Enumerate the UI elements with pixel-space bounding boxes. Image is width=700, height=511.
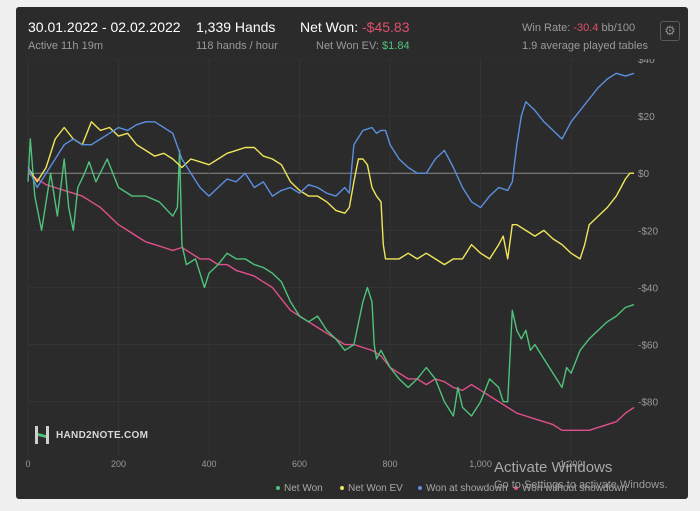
win-rate-value: -30.4 bbox=[573, 22, 599, 34]
series-line-won-without-showdown bbox=[27, 172, 635, 431]
y-tick-label: $20 bbox=[638, 112, 655, 123]
series-line-net-won bbox=[27, 138, 635, 417]
y-tick-label: -$60 bbox=[638, 341, 658, 352]
y-tick-label: -$80 bbox=[638, 398, 658, 409]
net-won-summary: Net Won: -$45.83 bbox=[300, 19, 409, 35]
chart-series bbox=[27, 72, 635, 431]
report-panel: 30.01.2022 - 02.02.2022 Active 11h 19m 1… bbox=[16, 7, 688, 499]
legend-net-won-ev[interactable]: Net Won EV bbox=[340, 483, 403, 494]
net-won-label: Net Won: bbox=[300, 19, 359, 35]
y-tick-label: -$40 bbox=[638, 283, 658, 294]
legend-label: Net Won bbox=[284, 483, 323, 494]
y-tick-label: -$20 bbox=[638, 226, 658, 237]
date-range: 30.01.2022 - 02.02.2022 bbox=[28, 19, 181, 35]
legend-dot-icon bbox=[340, 486, 344, 491]
legend-dot-icon bbox=[418, 486, 422, 491]
legend-dot-icon bbox=[514, 486, 518, 491]
legend-won-at-showdown[interactable]: Won at showdown bbox=[418, 483, 508, 494]
win-rate: Win Rate: -30.4 bb/100 bbox=[522, 22, 635, 34]
activate-windows-subtitle: Go to Settings to activate Windows. bbox=[494, 479, 668, 491]
win-rate-label: Win Rate: bbox=[522, 22, 571, 34]
hands-per-hour: 118 hands / hour bbox=[196, 40, 278, 52]
x-axis-labels: 0 200 400 600 800 1,000 1,200 bbox=[25, 459, 582, 469]
x-tick-label: 0 bbox=[25, 459, 30, 469]
bankroll-chart: $40 $20 $0 -$20 -$40 -$60 -$80 0 200 400 600 800 1,… bbox=[25, 59, 658, 469]
legend-net-won[interactable]: Net Won bbox=[276, 483, 323, 494]
activate-windows-title: Activate Windows bbox=[494, 459, 613, 476]
x-tick-label: 1,000 bbox=[469, 459, 492, 469]
hand2note-logo: HAND2NOTE.COM bbox=[34, 424, 148, 446]
average-tables: 1.9 average played tables bbox=[522, 40, 648, 52]
net-won-ev-summary: Net Won EV: $1.84 bbox=[316, 40, 410, 52]
hand2note-logo-icon bbox=[35, 426, 49, 444]
x-tick-label: 800 bbox=[383, 459, 398, 469]
legend-won-without-showdown[interactable]: Won without showdown bbox=[514, 483, 627, 494]
net-won-ev-label: Net Won EV: bbox=[316, 40, 379, 52]
net-won-ev-value: $1.84 bbox=[382, 40, 410, 52]
win-rate-unit: bb/100 bbox=[601, 22, 636, 34]
legend-label: Won without showdown bbox=[522, 483, 627, 494]
chart-grid bbox=[27, 59, 634, 456]
legend-label: Net Won EV bbox=[348, 483, 403, 494]
x-tick-label: 600 bbox=[292, 459, 307, 469]
legend-label: Won at showdown bbox=[426, 483, 508, 494]
gear-icon[interactable]: ⚙ bbox=[660, 21, 680, 41]
legend-dot-icon bbox=[276, 486, 280, 491]
x-tick-label: 1,200 bbox=[560, 459, 583, 469]
logo-text: HAND2NOTE.COM bbox=[56, 429, 149, 441]
active-time: Active 11h 19m bbox=[28, 40, 104, 52]
y-tick-label: $0 bbox=[638, 169, 650, 180]
series-line-net-won-ev bbox=[27, 121, 634, 266]
y-tick-label: $40 bbox=[638, 59, 655, 66]
x-tick-label: 200 bbox=[111, 459, 126, 469]
hands-count: 1,339 Hands bbox=[196, 19, 276, 35]
series-line-won-at-showdown bbox=[27, 72, 635, 209]
x-tick-label: 400 bbox=[202, 459, 217, 469]
net-won-value: -$45.83 bbox=[362, 19, 410, 35]
y-axis-labels: $40 $20 $0 -$20 -$40 -$60 -$80 bbox=[638, 59, 658, 409]
